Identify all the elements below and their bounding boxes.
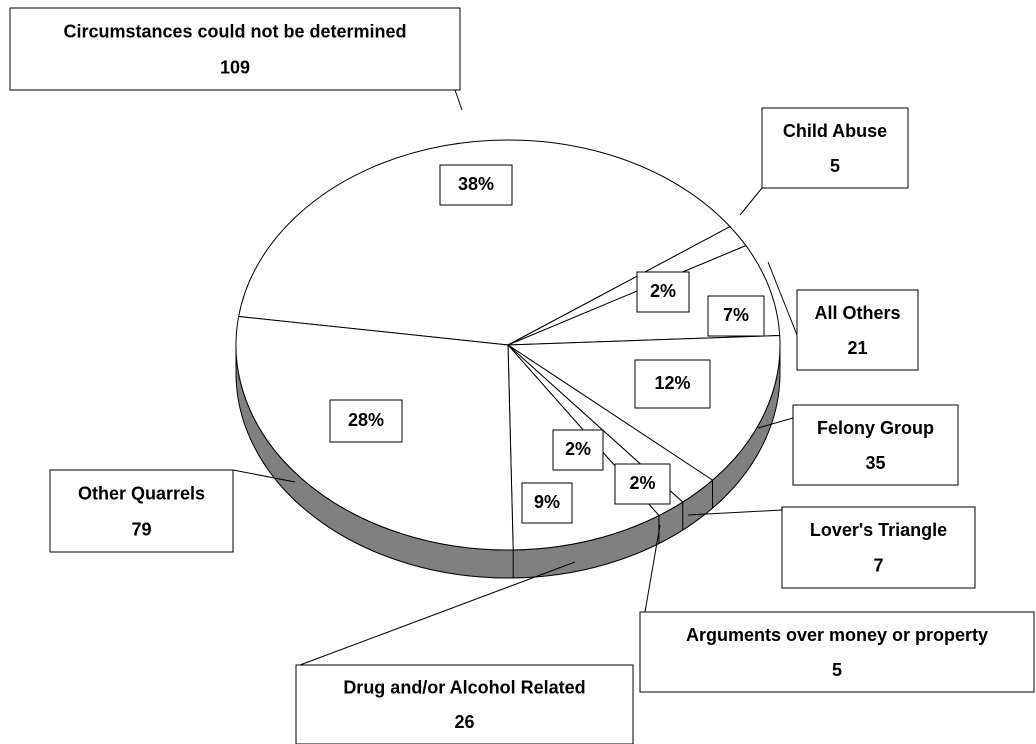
percent-box (329, 399, 403, 443)
percent-box (521, 482, 573, 524)
callout-value: 5 (830, 156, 840, 176)
callout-category: Arguments over money or property (686, 625, 988, 645)
leader-line (757, 417, 794, 429)
callout-box (792, 404, 959, 486)
percent-label: 2% (650, 281, 676, 301)
leader-line (232, 469, 296, 483)
callout-box (49, 469, 234, 553)
callout-category: Felony Group (817, 418, 934, 438)
callout-box (761, 107, 909, 189)
callout-value: 79 (131, 519, 151, 539)
callout-value: 7 (873, 556, 883, 576)
callout-box (295, 664, 634, 744)
percent-box (552, 429, 604, 471)
percent-box (614, 463, 671, 505)
callout-box (9, 7, 461, 91)
percent-label: 28% (348, 410, 384, 430)
callout-box (639, 611, 1035, 693)
callout-box (796, 289, 919, 371)
leader-line (687, 509, 783, 516)
leader-line (644, 524, 661, 613)
callout-box (781, 506, 976, 589)
callout-category: Circumstances could not be determined (63, 21, 406, 41)
callout-value: 5 (832, 660, 842, 680)
callout-category: Child Abuse (783, 121, 887, 141)
percent-box (439, 164, 513, 206)
callout-value: 109 (220, 57, 250, 77)
percent-label: 12% (654, 373, 690, 393)
callout-category: Drug and/or Alcohol Related (343, 677, 585, 697)
callout-value: 21 (847, 338, 867, 358)
pie-slice (238, 139, 731, 346)
leader-line (454, 89, 463, 111)
percent-box (636, 271, 690, 313)
percent-label: 38% (458, 174, 494, 194)
percent-label: 7% (723, 305, 749, 325)
percent-label: 2% (629, 473, 655, 493)
callout-category: Other Quarrels (78, 483, 205, 503)
percent-box (634, 359, 711, 409)
percent-label: 9% (534, 492, 560, 512)
callout-category: Lover's Triangle (810, 520, 947, 540)
callout-value: 26 (454, 712, 474, 732)
callout-value: 35 (865, 453, 885, 473)
leader-line (767, 261, 798, 336)
percent-box (707, 295, 765, 337)
leader-line (739, 187, 763, 216)
leader-line (299, 561, 576, 666)
callout-category: All Others (814, 303, 900, 323)
percent-label: 2% (565, 439, 591, 459)
